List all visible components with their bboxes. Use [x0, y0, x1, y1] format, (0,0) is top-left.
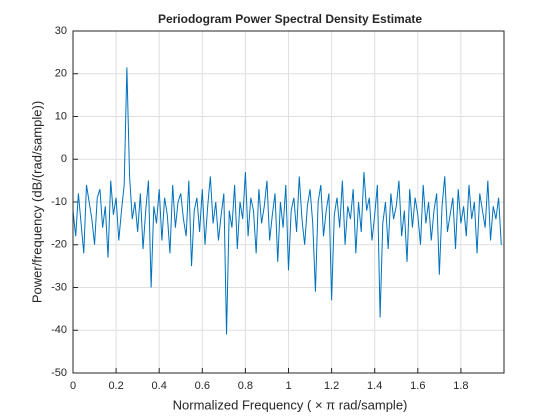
x-tick-label: 0.8 — [238, 380, 253, 392]
y-tick-label: 20 — [55, 68, 67, 80]
plot-frame — [72, 30, 505, 374]
x-tick-label: 1.8 — [453, 380, 468, 392]
y-tick-label: -30 — [51, 281, 67, 293]
chart-title: Periodogram Power Spectral Density Estim… — [158, 12, 422, 26]
y-tick-label: -50 — [51, 367, 67, 379]
y-axis-label: Power/frequency (dB/(rad/sample)) — [29, 101, 44, 303]
y-tick-label: -10 — [51, 196, 67, 208]
x-axis-label: Normalized Frequency ( × π rad/sample) — [173, 397, 408, 412]
x-tick-label: 0.4 — [152, 380, 167, 392]
y-tick-label: 30 — [55, 25, 67, 37]
x-tick-label: 1.6 — [410, 380, 425, 392]
y-tick-label: 0 — [61, 153, 67, 165]
x-tick-label: 1 — [285, 380, 291, 392]
y-tick-label: -20 — [51, 239, 67, 251]
x-tick-label: 0.6 — [195, 380, 210, 392]
x-tick-label: 0 — [70, 380, 76, 392]
y-tick-label: 10 — [55, 110, 67, 122]
data-line — [72, 67, 502, 335]
x-tick-label: 1.2 — [324, 380, 339, 392]
x-tick-label: 0.2 — [108, 380, 123, 392]
x-tick-label: 1.4 — [367, 380, 382, 392]
y-tick-label: -40 — [51, 324, 67, 336]
